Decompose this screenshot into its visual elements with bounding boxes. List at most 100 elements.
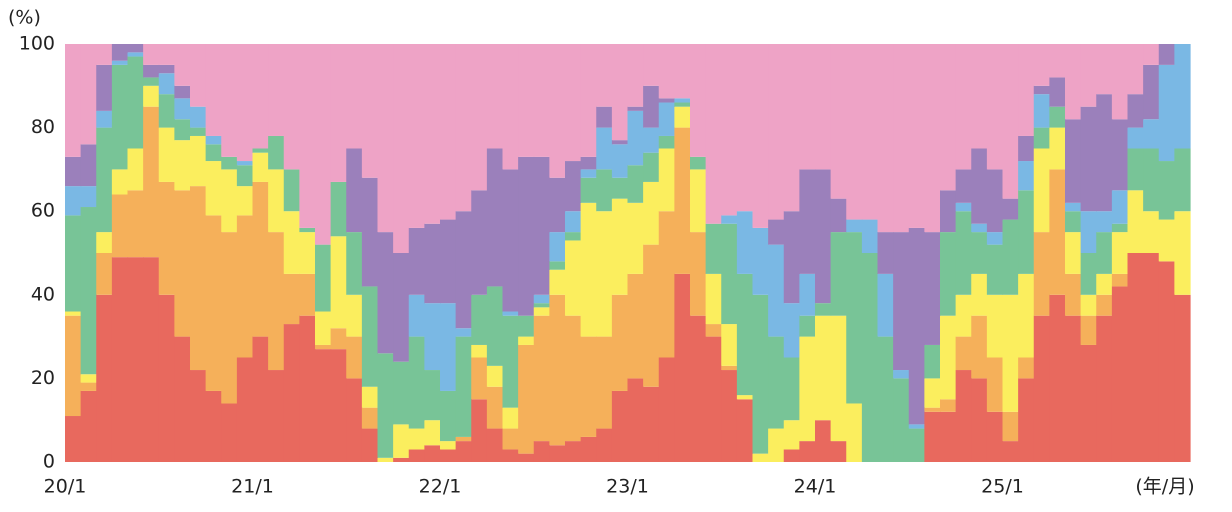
- bar-segment: [533, 441, 550, 462]
- bar-segment: [1080, 344, 1097, 462]
- bar-segment: [690, 44, 707, 157]
- bar-segment: [565, 161, 582, 212]
- bar-segment: [236, 165, 254, 187]
- bar-segment: [768, 336, 785, 429]
- bar-segment: [502, 428, 519, 450]
- x-axis-label: (年/月): [1135, 476, 1194, 498]
- bar-segment: [408, 44, 425, 228]
- bar-segment: [1049, 106, 1066, 128]
- bar-segment: [205, 161, 222, 216]
- bar-segment: [940, 44, 957, 191]
- bar-segment: [690, 315, 707, 462]
- bar-segment: [1080, 315, 1097, 345]
- bar-segment: [221, 156, 238, 170]
- bar-segment: [174, 85, 191, 99]
- bar-segment: [971, 44, 988, 149]
- bar-segment: [940, 399, 957, 412]
- bar-segment: [111, 257, 129, 462]
- bar-segment: [408, 294, 425, 337]
- bar-segment: [471, 344, 488, 358]
- bar-segment: [830, 441, 847, 462]
- bar-segment: [1174, 148, 1191, 212]
- bar-segment: [908, 428, 925, 462]
- bar-segment: [924, 232, 941, 345]
- bar-segment: [736, 211, 754, 274]
- bar-segment: [236, 186, 254, 216]
- x-tick-label: 22/1: [419, 476, 462, 498]
- bar-segment: [658, 98, 675, 103]
- bar-segment: [736, 273, 754, 396]
- bar-segment: [986, 244, 1004, 295]
- bar-segment: [1174, 44, 1191, 149]
- bar-segment: [111, 60, 129, 65]
- bar-segment: [1065, 211, 1082, 233]
- bar-segment: [877, 232, 894, 274]
- bar-segment: [190, 186, 207, 371]
- bar-segment: [596, 336, 613, 429]
- bar-segment: [299, 273, 316, 316]
- bar-segment: [611, 140, 629, 145]
- bar-segment: [846, 219, 863, 233]
- bar-segment: [783, 211, 800, 304]
- bar-segment: [643, 85, 660, 128]
- bar-segment: [80, 44, 97, 145]
- bar-segment: [1065, 273, 1082, 316]
- bar-segment: [627, 44, 644, 107]
- bar-segment: [846, 232, 863, 404]
- bar-segment: [96, 294, 113, 462]
- bar-segment: [424, 223, 441, 304]
- bar-segment: [893, 378, 910, 462]
- bar-segment: [96, 44, 113, 65]
- bar-segment: [1018, 190, 1035, 274]
- bar-segment: [924, 344, 941, 379]
- bar-segment: [736, 395, 754, 400]
- bar-segment: [440, 303, 457, 391]
- bar-segment: [752, 44, 769, 228]
- bar-segment: [143, 106, 160, 258]
- bar-segment: [1033, 127, 1050, 149]
- bar-segment: [1033, 85, 1050, 95]
- bar-segment: [518, 336, 535, 345]
- bar-segment: [361, 44, 379, 178]
- bar-segment: [346, 148, 363, 233]
- bar-segment: [658, 102, 675, 136]
- bar-segment: [783, 303, 800, 358]
- bar-segment: [643, 181, 660, 245]
- bar-segment: [924, 407, 941, 412]
- bar-segment: [158, 94, 175, 128]
- bar-segment: [330, 236, 347, 329]
- bar-segment: [674, 127, 691, 274]
- bar-segment: [96, 232, 113, 253]
- bar-segment: [1049, 77, 1066, 107]
- bar-segment: [424, 370, 441, 421]
- bar-segment: [955, 44, 972, 170]
- bar-segment: [627, 378, 644, 462]
- bar-segment: [471, 294, 488, 345]
- bar-segment: [705, 324, 722, 337]
- bar-segment: [502, 315, 519, 408]
- bar-segment: [174, 44, 191, 86]
- bar-segment: [986, 294, 1004, 358]
- bar-segment: [783, 449, 800, 462]
- bar-segment: [518, 344, 535, 454]
- bar-segment: [1018, 161, 1035, 191]
- bar-segment: [486, 148, 504, 287]
- bar-segment: [1096, 315, 1113, 462]
- bar-segment: [611, 198, 629, 295]
- bar-segment: [955, 169, 972, 203]
- bar-segment: [1111, 232, 1129, 274]
- bar-segment: [455, 44, 472, 212]
- bar-segment: [80, 382, 97, 391]
- bar-segment: [768, 428, 785, 462]
- bar-segment: [96, 253, 113, 295]
- bar-segment: [1065, 119, 1082, 203]
- bar-segment: [143, 85, 160, 107]
- bar-segment: [377, 232, 394, 354]
- bar-segment: [205, 390, 222, 462]
- bar-segment: [346, 232, 363, 295]
- bar-segment: [1111, 273, 1129, 287]
- bar-segment: [252, 336, 269, 462]
- bar-segment: [986, 169, 1004, 233]
- bar-segment: [1065, 44, 1082, 120]
- bar-segment: [533, 44, 550, 157]
